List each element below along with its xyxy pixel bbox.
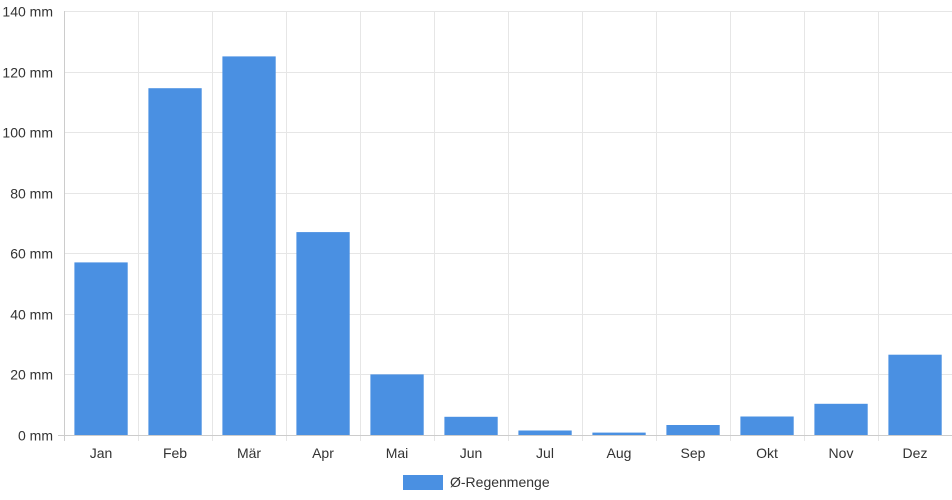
- grid: [64, 11, 952, 441]
- bar-apr[interactable]: [296, 232, 350, 435]
- bar-dez[interactable]: [888, 354, 942, 435]
- bar-mär[interactable]: [222, 56, 276, 436]
- bar-nov[interactable]: [814, 403, 868, 435]
- y-tick-label: 60 mm: [10, 246, 53, 262]
- x-tick-label: Jan: [90, 445, 113, 461]
- legend-label[interactable]: Ø-Regenmenge: [450, 474, 550, 490]
- x-axis-ticks: Jan Feb Mär Apr Mai Jun Jul Aug Sep Okt Nov Dez: [90, 445, 928, 461]
- x-tick-label: Feb: [163, 445, 187, 461]
- y-tick-label: 0 mm: [18, 428, 53, 444]
- x-tick-label: Okt: [756, 445, 778, 461]
- bar-jul[interactable]: [518, 430, 572, 436]
- bar-jun[interactable]: [444, 416, 498, 435]
- y-tick-label: 120 mm: [2, 65, 53, 81]
- x-tick-label: Jul: [536, 445, 554, 461]
- bar-mai[interactable]: [370, 374, 424, 435]
- legend[interactable]: Ø-Regenmenge: [403, 474, 550, 490]
- y-tick-label: 80 mm: [10, 186, 53, 202]
- axes: [58, 11, 952, 441]
- bars: [74, 56, 942, 436]
- x-tick-label: Jun: [460, 445, 483, 461]
- y-tick-label: 100 mm: [2, 125, 53, 141]
- legend-swatch[interactable]: [403, 475, 443, 490]
- bar-sep[interactable]: [666, 425, 720, 435]
- y-tick-label: 40 mm: [10, 307, 53, 323]
- bar-jan[interactable]: [74, 262, 128, 435]
- x-tick-label: Dez: [903, 445, 928, 461]
- bar-aug[interactable]: [592, 432, 646, 435]
- y-axis-ticks: 0 mm 20 mm 40 mm 60 mm 80 mm 100 mm 120 mm 140 …: [2, 4, 53, 444]
- bar-feb[interactable]: [148, 88, 202, 435]
- x-tick-label: Mär: [237, 445, 261, 461]
- x-tick-label: Sep: [681, 445, 706, 461]
- y-tick-label: 140 mm: [2, 4, 53, 20]
- x-tick-label: Aug: [607, 445, 632, 461]
- bar-okt[interactable]: [740, 416, 794, 436]
- y-tick-label: 20 mm: [10, 367, 53, 383]
- x-tick-label: Nov: [829, 445, 854, 461]
- x-tick-label: Mai: [386, 445, 409, 461]
- x-tick-label: Apr: [312, 445, 334, 461]
